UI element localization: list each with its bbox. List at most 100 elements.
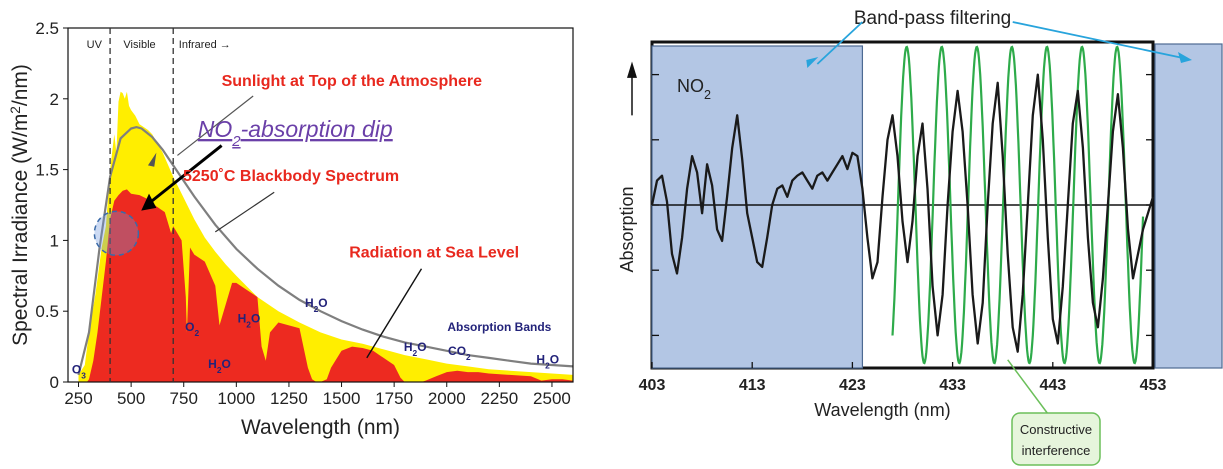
- x-tick-label: 1000: [217, 389, 255, 408]
- absorption-bands-label: Absorption Bands: [447, 320, 551, 334]
- right-x-axis-label: Wavelength (nm): [814, 400, 950, 420]
- solar-spectrum-chart: 250 500 750 1000 1250 1500 1750 2000 2250 2500 0 0.…: [8, 19, 574, 439]
- molecule-label: CO2: [448, 344, 471, 362]
- right-y-axis-label: Absorption: [617, 186, 637, 272]
- bandpass-arrowhead-left: [806, 57, 819, 68]
- top-atmosphere-pointer: [177, 95, 254, 156]
- no2-dip-arrowhead: [141, 193, 157, 211]
- molecule-label-sub: 2: [413, 348, 418, 358]
- species-label-main: NO: [677, 76, 704, 96]
- molecule-label-main: H: [208, 357, 217, 371]
- molecule-label-main: O: [72, 363, 81, 377]
- no2-dip-pointer: [151, 144, 223, 202]
- molecule-label-post: O: [417, 340, 426, 354]
- molecule-label: H2O: [208, 357, 231, 375]
- left-axis-frame: [63, 27, 574, 387]
- molecule-label-sub: 2: [194, 328, 199, 338]
- y-tick-label: 1.5: [35, 161, 59, 180]
- right-x-tick-label: 413: [739, 377, 766, 394]
- molecule-label: H2O: [238, 312, 261, 330]
- left-chart-annotations: 250 500 750 1000 1250 1500 1750 2000 2250 2500 0 0.…: [8, 19, 571, 439]
- molecule-label-main: H: [404, 340, 413, 354]
- molecule-label-main: CO: [448, 344, 466, 358]
- region-label: Infrared →: [179, 39, 231, 51]
- x-tick-label: 1250: [270, 389, 308, 408]
- right-x-tick-label: 443: [1039, 377, 1066, 394]
- region-label: Visible: [123, 39, 155, 51]
- absorption-curve: [650, 73, 1155, 353]
- molecule-label-sub: 2: [545, 361, 550, 371]
- top-atmosphere-arrowhead: [147, 152, 157, 167]
- y-tick-label: 1: [50, 231, 59, 250]
- spectrum-areas: [77, 91, 574, 382]
- y-tick-label: 0.5: [35, 302, 59, 321]
- sea-level-pointer: [366, 268, 423, 359]
- molecule-label-main: H: [305, 296, 314, 310]
- callout-pointer: [1007, 359, 1049, 415]
- right-x-tick-label: 403: [639, 377, 666, 394]
- filter-block-left: [651, 45, 864, 369]
- sea-level-area: [86, 189, 574, 382]
- x-tick-label: 750: [170, 389, 198, 408]
- bandpass-curve: [891, 45, 1145, 365]
- right-x-tick-label: 423: [839, 377, 866, 394]
- right-x-tick-label: 433: [939, 377, 966, 394]
- species-label-sub: 2: [704, 88, 711, 102]
- molecule-label-post: O: [318, 296, 327, 310]
- molecule-label-post: O: [550, 353, 559, 367]
- molecule-label-sub: 2: [314, 304, 319, 314]
- no2-dip-label: NO2-absorption dip: [198, 116, 393, 150]
- molecule-label-sub: 3: [81, 371, 86, 381]
- filter-block-right: [1154, 43, 1223, 369]
- blackbody-pointer: [214, 191, 275, 233]
- no2-dip-circle: [93, 210, 140, 257]
- molecule-label: H2O: [404, 340, 427, 358]
- y-label-main: Spectral Irradiance (W/m: [9, 114, 32, 346]
- species-label: NO2: [677, 76, 711, 102]
- y-tick-label: 2: [50, 90, 59, 109]
- bandpass-arrow-right: [1012, 21, 1184, 59]
- x-tick-label: 250: [64, 389, 92, 408]
- right-x-tick-label: 453: [1140, 377, 1167, 394]
- bandpass-label: Band-pass filtering: [854, 8, 1011, 29]
- molecule-label: H2O: [536, 353, 559, 371]
- left-plot-frame: [67, 27, 574, 383]
- right-chart-content: 403 413 423 433 443 453 Wavelength (nm) Absorpt…: [617, 8, 1223, 466]
- x-tick-label: 2500: [533, 389, 571, 408]
- left-x-axis-label: Wavelength (nm): [241, 416, 400, 439]
- callout-line-1: Constructive: [1020, 422, 1092, 437]
- y-label-sup: 2: [8, 106, 23, 114]
- callout-box: [1011, 412, 1101, 466]
- x-tick-label: 500: [117, 389, 145, 408]
- blackbody-label: 5250˚C Blackbody Spectrum: [183, 168, 399, 185]
- region-label: UV: [87, 39, 103, 51]
- callout-line-2: interference: [1022, 443, 1091, 458]
- y-tick-label: 2.5: [35, 19, 59, 38]
- molecule-label-post: O: [222, 357, 231, 371]
- y-label-end: /nm): [9, 64, 32, 106]
- bandpass-arrowhead-right: [1178, 52, 1192, 63]
- molecule-label-post: O: [251, 312, 260, 326]
- top-atmosphere-label: Sunlight at Top of the Atmosphere: [222, 73, 483, 90]
- molecule-label-main: H: [536, 353, 545, 367]
- left-y-axis-label: Spectral Irradiance (W/m2/nm): [8, 64, 33, 346]
- no2-dip-sub: 2: [231, 133, 241, 150]
- x-tick-label: 1500: [323, 389, 361, 408]
- molecule-label: O3: [72, 363, 86, 381]
- sea-level-label: Radiation at Sea Level: [349, 244, 519, 261]
- y-axis-arrowhead: [627, 61, 637, 78]
- right-plot-frame: [650, 40, 1155, 370]
- x-tick-label: 2250: [480, 389, 518, 408]
- no2-dip-post: -absorption dip: [241, 116, 393, 142]
- bandpass-arrow-left: [816, 21, 864, 65]
- y-tick-label: 0: [50, 373, 59, 392]
- molecule-label-main: O: [185, 320, 194, 334]
- molecule-label-sub: 2: [466, 352, 471, 362]
- molecule-label: H2O: [305, 296, 328, 314]
- x-tick-label: 2000: [428, 389, 466, 408]
- molecule-label-sub: 2: [246, 320, 251, 330]
- blackbody-line: [77, 125, 574, 376]
- no2-dip-main: NO: [198, 116, 233, 142]
- molecule-label-main: H: [238, 312, 247, 326]
- x-tick-label: 1750: [375, 389, 413, 408]
